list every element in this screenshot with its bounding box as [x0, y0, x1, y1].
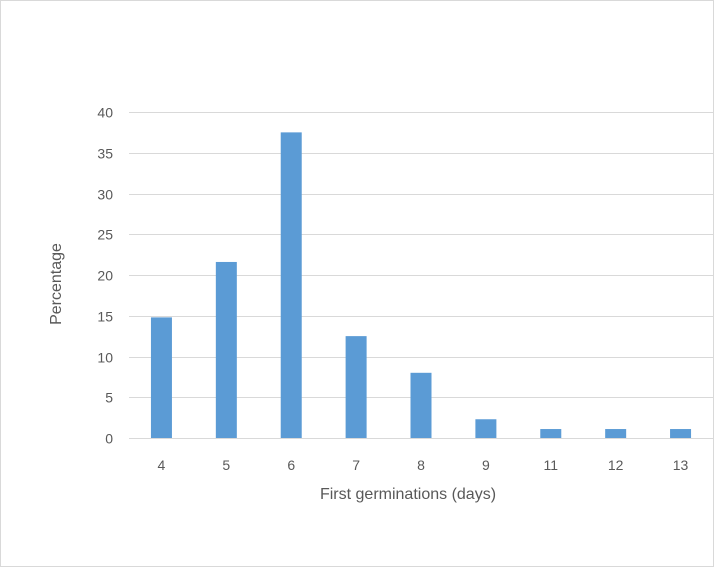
x-tick-label: 8 — [417, 457, 425, 473]
x-tick-label: 5 — [222, 457, 230, 473]
x-tick-label: 4 — [158, 457, 166, 473]
x-tick-label: 9 — [482, 457, 490, 473]
y-tick-label: 5 — [105, 390, 113, 406]
y-tick-label: 30 — [97, 187, 113, 203]
x-tick-label: 7 — [352, 457, 360, 473]
y-tick-label: 15 — [97, 309, 113, 325]
x-tick-labels: 4 5 6 7 8 9 11 12 13 — [158, 457, 689, 473]
x-tick-label: 6 — [287, 457, 295, 473]
x-tick-label: 12 — [608, 457, 624, 473]
bar-series — [150, 132, 692, 438]
bar — [345, 336, 367, 438]
y-tick-label: 20 — [97, 268, 113, 284]
y-axis-title: Percentage — [48, 243, 65, 325]
y-tick-label: 25 — [97, 227, 113, 243]
bar — [150, 317, 172, 438]
y-tick-label: 10 — [97, 350, 113, 366]
y-tick-label: 0 — [105, 431, 113, 447]
x-axis-title: First germinations (days) — [320, 486, 496, 503]
x-tick-label: 11 — [544, 457, 559, 473]
y-tick-labels: 0 5 10 15 20 25 30 35 40 — [97, 105, 113, 447]
bar — [410, 372, 432, 438]
y-tick-label: 35 — [97, 146, 113, 162]
bar — [475, 419, 497, 438]
y-tick-label: 40 — [97, 105, 113, 121]
bar — [605, 429, 627, 438]
bar — [280, 132, 302, 438]
bar — [670, 429, 692, 438]
bar — [540, 429, 562, 438]
x-tick-label: 13 — [673, 457, 689, 473]
bar — [215, 261, 237, 438]
